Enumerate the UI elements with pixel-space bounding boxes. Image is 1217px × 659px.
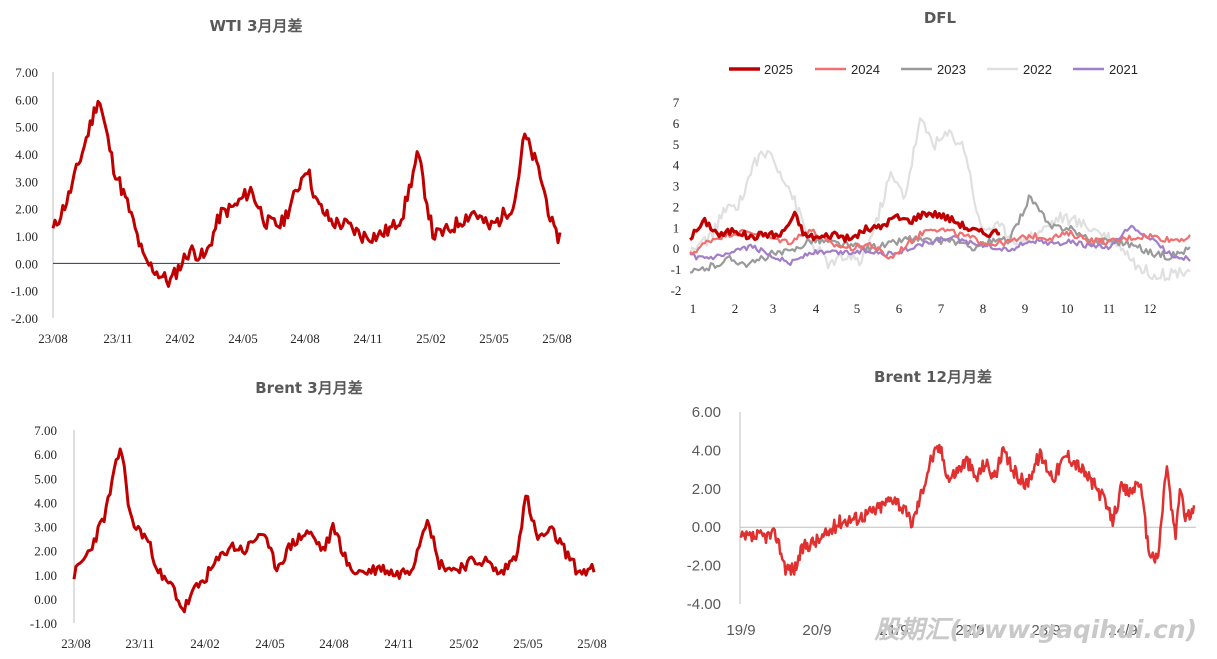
y-tick-label: -1 — [671, 262, 682, 277]
x-tick-label: 21/9 — [879, 622, 908, 639]
series-line-2025 — [689, 209, 1001, 243]
series-line — [72, 447, 596, 614]
x-tick-label: 9 — [1022, 301, 1029, 316]
x-tick-label: 25/05 — [513, 636, 543, 651]
y-tick-label: 7 — [673, 95, 680, 110]
x-tick-label: 23/11 — [103, 331, 132, 346]
y-tick-label: 6.00 — [34, 447, 57, 462]
x-tick-label: 25/08 — [577, 636, 607, 651]
x-tick-label: 1 — [690, 301, 697, 316]
dfl-legend: 2025 2024 2023 2022 2021 — [729, 62, 1138, 77]
x-tick-label: 5 — [854, 301, 861, 316]
x-tick-label: 24/05 — [255, 636, 285, 651]
dfl-seasonal-chart: DFL 2025 2024 2023 2022 2021 76543210-1-… — [671, 9, 1191, 316]
x-tick-label: 25/08 — [542, 331, 572, 346]
x-tick-label: 4 — [813, 301, 820, 316]
y-tick-label: -1.00 — [11, 284, 38, 299]
y-tick-label: 2.00 — [15, 202, 38, 217]
x-tick-label: 23/08 — [38, 331, 68, 346]
series-line — [51, 99, 562, 288]
x-tick-label: 25/02 — [449, 636, 479, 651]
series-line-2021 — [689, 224, 1191, 266]
y-tick-label: 5 — [673, 137, 680, 152]
legend-label-2025: 2025 — [764, 62, 793, 77]
y-tick-label: 7.00 — [34, 423, 57, 438]
x-tick-label: 24/02 — [190, 636, 220, 651]
x-tick-label: 25/05 — [479, 331, 509, 346]
x-tick-label: 24/02 — [165, 331, 195, 346]
y-tick-label: 5.00 — [34, 471, 57, 486]
dfl-chart-title: DFL — [924, 9, 957, 27]
y-tick-label: 1.00 — [34, 568, 57, 583]
x-tick-label: 20/9 — [802, 622, 831, 639]
y-tick-label: 2 — [673, 199, 680, 214]
brent-12m-spread-chart: Brent 12月月差 6.00 4.00 2.00 0.00 -2.00 -4.00 19… — [687, 368, 1196, 639]
series-line-2022 — [688, 117, 1191, 282]
x-tick-label: 24/11 — [384, 636, 413, 651]
x-tick-label: 19/9 — [726, 622, 755, 639]
y-tick-label: 3.00 — [34, 520, 57, 535]
y-tick-label: -2.00 — [11, 311, 38, 326]
x-tick-label: 24/05 — [228, 331, 258, 346]
y-tick-label: 0.00 — [15, 256, 38, 271]
legend-label-2021: 2021 — [1109, 62, 1138, 77]
x-tick-label: 7 — [938, 301, 945, 316]
x-tick-label: 23/08 — [61, 636, 91, 651]
x-tick-label: 8 — [980, 301, 987, 316]
y-tick-label: 2.00 — [692, 481, 721, 498]
y-tick-label: 3 — [673, 179, 680, 194]
y-tick-label: -2.00 — [687, 558, 721, 575]
legend-label-2024: 2024 — [851, 62, 880, 77]
y-tick-label: -2 — [671, 283, 682, 298]
y-tick-label: 0 — [673, 241, 680, 256]
x-tick-label: 10 — [1061, 301, 1074, 316]
x-tick-label: 11 — [1103, 301, 1116, 316]
x-tick-label: 24/9 — [1108, 622, 1137, 639]
x-tick-label: 25/02 — [416, 331, 446, 346]
x-tick-label: 24/08 — [290, 331, 320, 346]
y-tick-label: 4.00 — [15, 147, 38, 162]
y-tick-label: 4 — [673, 158, 680, 173]
legend-label-2023: 2023 — [937, 62, 966, 77]
y-tick-label: 7.00 — [15, 65, 38, 80]
x-tick-label: 12 — [1144, 301, 1157, 316]
brent-3m-spread-chart: Brent 3月月差 7.00 6.00 5.00 4.00 3.00 2.00 1.00 0… — [30, 379, 607, 651]
x-tick-label: 6 — [896, 301, 903, 316]
wti-3m-spread-chart: WTI 3月月差 7.00 6.00 5.00 4.00 3.00 2.00 1.00 0.0… — [11, 17, 572, 346]
x-tick-label: 23/9 — [1031, 622, 1060, 639]
y-tick-label: 1.00 — [15, 229, 38, 244]
y-tick-label: 3.00 — [15, 174, 38, 189]
x-tick-label: 22/9 — [955, 622, 984, 639]
watermark: 股期汇(www.gaqihui.cn) — [873, 615, 1197, 644]
y-tick-label: 6.00 — [15, 92, 38, 107]
y-tick-label: 2.00 — [34, 544, 57, 559]
x-tick-label: 2 — [732, 301, 739, 316]
legend-label-2022: 2022 — [1023, 62, 1052, 77]
x-tick-label: 24/11 — [353, 331, 382, 346]
brent12-chart-title: Brent 12月月差 — [874, 368, 992, 386]
x-tick-label: 3 — [770, 301, 777, 316]
x-tick-label: 24/08 — [319, 636, 349, 651]
y-tick-label: 4.00 — [692, 442, 721, 459]
y-tick-label: 0.00 — [34, 592, 57, 607]
y-tick-label: -4.00 — [687, 596, 721, 613]
y-tick-label: 6 — [673, 116, 680, 131]
y-tick-label: 6.00 — [692, 404, 721, 421]
x-tick-label: 23/11 — [125, 636, 154, 651]
wti-chart-title: WTI 3月月差 — [209, 17, 302, 35]
y-tick-label: -1.00 — [30, 616, 57, 631]
series-line — [739, 443, 1196, 576]
y-tick-label: 1 — [673, 220, 680, 235]
y-tick-label: 4.00 — [34, 495, 57, 510]
brent-chart-title: Brent 3月月差 — [255, 379, 363, 397]
y-tick-label: 5.00 — [15, 120, 38, 135]
y-tick-label: 0.00 — [692, 519, 721, 536]
